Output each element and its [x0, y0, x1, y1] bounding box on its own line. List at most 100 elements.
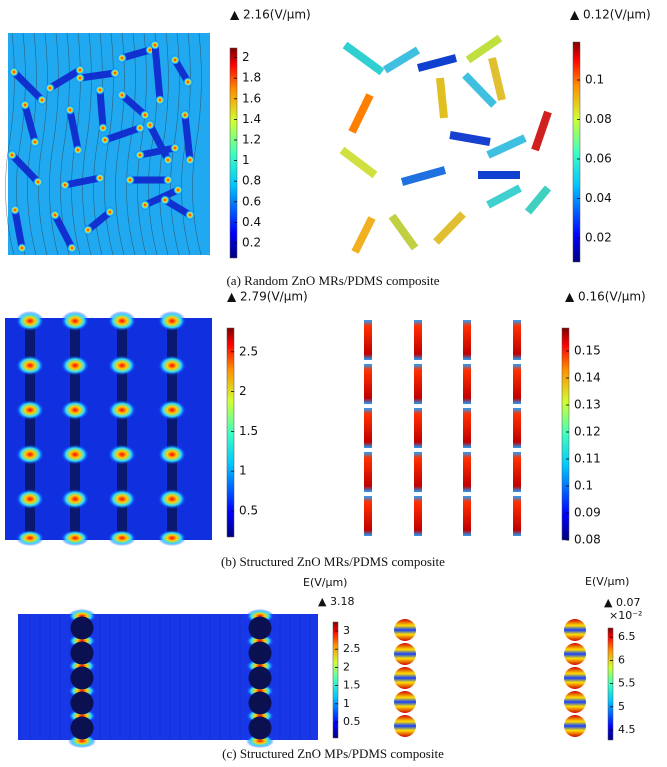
- particle: [394, 691, 416, 713]
- hot-spot: [185, 155, 195, 165]
- particle: [394, 619, 416, 641]
- rod: [414, 320, 422, 360]
- hot-spot: [108, 355, 136, 376]
- hot-spot: [163, 175, 173, 185]
- particle: [248, 716, 272, 740]
- hot-spot: [16, 355, 44, 376]
- rod: [364, 364, 372, 404]
- field-line: [60, 32, 70, 256]
- colorbar-tick-label: 1.4: [242, 112, 261, 126]
- hot-spot: [67, 243, 77, 253]
- rod: [64, 174, 101, 189]
- rod: [364, 408, 372, 448]
- rod: [167, 318, 177, 540]
- rod: [433, 211, 466, 245]
- rod: [462, 72, 497, 108]
- hot-spot: [16, 489, 44, 509]
- rod: [465, 34, 503, 64]
- max-label: ▲ 0.16(V/μm): [565, 290, 646, 304]
- hot-spot: [108, 311, 136, 331]
- hot-spot: [16, 444, 44, 465]
- colorbar: [572, 41, 581, 263]
- rod: [364, 320, 372, 360]
- colorbar-tick-label: 0.09: [574, 506, 601, 520]
- rod: [416, 54, 458, 72]
- particle: [248, 666, 272, 690]
- colorbar: [607, 627, 614, 741]
- colorbar-tick-label: 6.5: [618, 630, 636, 643]
- rod: [463, 496, 471, 536]
- hot-spot: [37, 95, 47, 105]
- hot-spot: [108, 530, 136, 546]
- particle: [564, 619, 586, 641]
- hot-spot: [135, 150, 145, 160]
- particle: [248, 641, 272, 665]
- particle: [564, 667, 586, 689]
- colorbar-tick-label: 1: [242, 153, 250, 167]
- hot-spot: [65, 105, 75, 115]
- particle: [70, 666, 94, 690]
- hot-spot: [16, 311, 44, 331]
- colorbar-tick-label: 1.5: [343, 679, 361, 692]
- colorbar-tick-label: 0.1: [585, 73, 604, 87]
- exponent-label: ×10⁻²: [609, 609, 642, 622]
- rod: [117, 318, 127, 540]
- colorbar-tick-label: 0.13: [574, 398, 601, 412]
- colorbar-tick-label: 0.6: [242, 194, 261, 208]
- hot-spot: [180, 110, 190, 120]
- field-line: [49, 32, 59, 256]
- field-maps: [5, 32, 586, 748]
- colorbar-tick-label: 0.06: [585, 152, 612, 166]
- colorbar-tick-label: 2: [242, 50, 250, 64]
- particle: [248, 691, 272, 715]
- hot-spot: [108, 444, 136, 465]
- colorbar-tick-label: 0.02: [585, 231, 612, 245]
- caption: (b) Structured ZnO MRs/PDMS composite: [221, 554, 445, 569]
- hot-spot: [61, 530, 89, 546]
- unit-label: E(V/μm): [585, 575, 629, 588]
- colorbar-tick-label: 0.4: [242, 215, 261, 229]
- hot-spot: [98, 123, 108, 133]
- hot-spot: [173, 185, 183, 195]
- hot-spot: [75, 73, 85, 83]
- colorbar-tick-label: 5: [618, 700, 625, 713]
- colorbar-tick-label: 1.5: [239, 424, 258, 438]
- colorbar-tick-label: 0.5: [343, 715, 361, 728]
- hot-spot: [33, 177, 43, 187]
- colorbar-tick-label: 3: [343, 624, 350, 637]
- field-line: [126, 32, 136, 256]
- caption: (c) Structured ZnO MPs/PDMS composite: [222, 746, 444, 761]
- hot-spot: [61, 311, 89, 331]
- hot-spot: [158, 355, 186, 376]
- field-line: [82, 32, 92, 256]
- hot-spot: [105, 207, 115, 217]
- colorbar-tick-label: 6: [618, 653, 625, 666]
- hot-spot: [83, 225, 93, 235]
- rod: [486, 134, 527, 159]
- rod: [414, 496, 422, 536]
- rod: [513, 320, 521, 360]
- hot-spot: [100, 135, 110, 145]
- rod: [513, 408, 521, 448]
- hot-spot: [183, 77, 193, 87]
- rod: [524, 185, 552, 215]
- particle: [70, 716, 94, 740]
- rod: [339, 146, 378, 179]
- hot-spot: [185, 210, 195, 220]
- colorbar-tick-label: 0.5: [239, 504, 258, 518]
- hot-spot: [16, 530, 44, 546]
- particle: [70, 616, 94, 640]
- hot-spot: [145, 120, 155, 130]
- hot-spot: [10, 205, 20, 215]
- colorbar-tick-label: 5.5: [618, 677, 636, 690]
- colorbar-tick-label: 1.8: [242, 71, 261, 85]
- hot-spot: [17, 243, 27, 253]
- rod: [436, 77, 448, 119]
- rod: [181, 114, 194, 161]
- rod: [21, 104, 39, 143]
- rod: [139, 144, 176, 159]
- max-label: ▲ 0.07: [604, 596, 640, 609]
- rod: [449, 131, 491, 146]
- rod: [119, 92, 148, 118]
- caption: (a) Random ZnO MRs/PDMS composite: [226, 273, 439, 288]
